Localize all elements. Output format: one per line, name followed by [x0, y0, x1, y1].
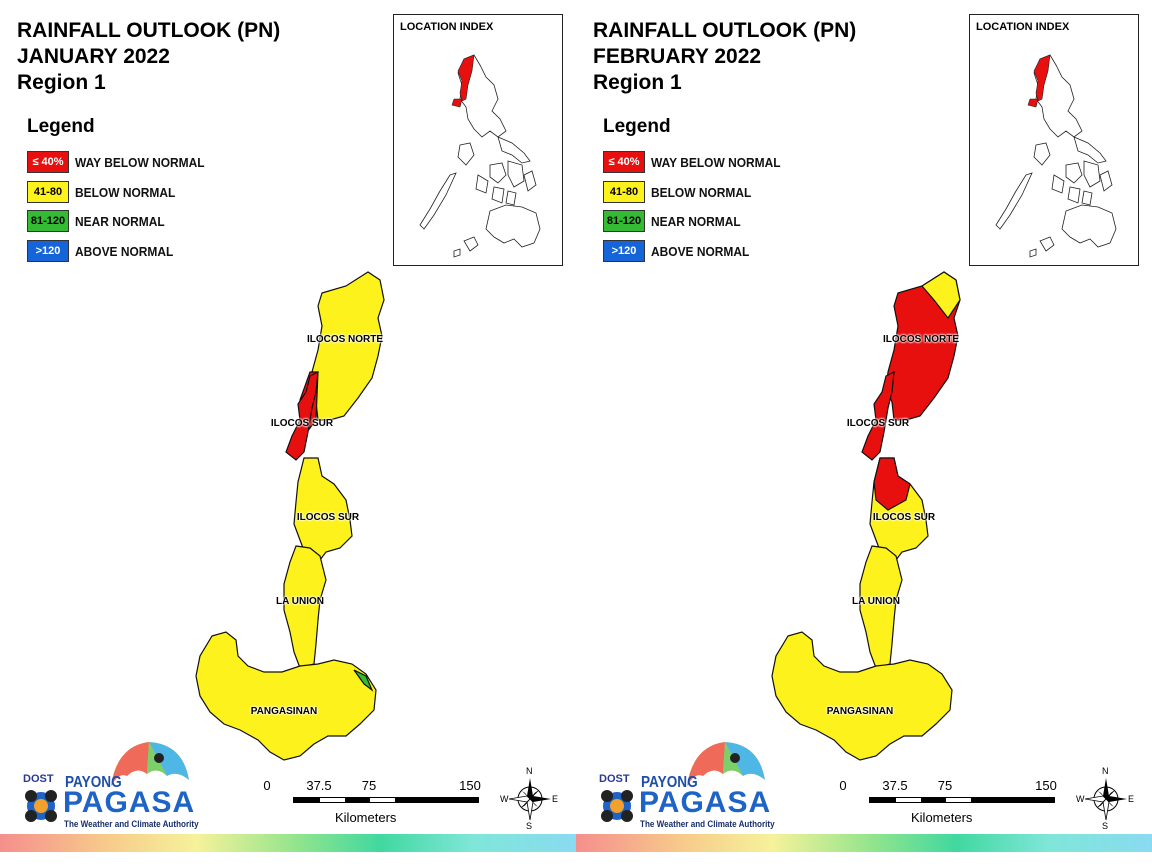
legend-swatch: >120 [27, 240, 69, 262]
legend-swatch: 41-80 [603, 181, 645, 203]
philippines-inset-map [419, 54, 541, 258]
panel-february: RAINFALL OUTLOOK (PN) FEBRUARY 2022 Regi… [576, 0, 1152, 864]
location-index-inset: LOCATION INDEX [969, 14, 1139, 266]
scale-tick: 75 [361, 778, 377, 793]
legend-label: BELOW NORMAL [651, 185, 752, 200]
province-ilocos-sur-north [285, 370, 319, 461]
logo-payong: PAYONG [641, 774, 698, 791]
legend-label: WAY BELOW NORMAL [651, 155, 781, 170]
scale-bar-graphic [293, 797, 479, 803]
legend-label: WAY BELOW NORMAL [75, 155, 205, 170]
scale-tick: 150 [1035, 778, 1057, 793]
compass-s: S [526, 821, 533, 831]
location-index-title: LOCATION INDEX [976, 21, 1070, 33]
north-arrow: N S E W [500, 766, 560, 832]
logo-pagasa: PAGASA [63, 786, 196, 819]
logo-tagline: The Weather and Climate Authority [640, 819, 775, 829]
compass-n: N [1102, 766, 1109, 776]
legend-swatch: ≤ 40% [27, 151, 69, 173]
province-label: ILOCOS SUR [296, 512, 360, 523]
bottom-gradient-strip [0, 834, 576, 852]
compass-e: E [552, 794, 559, 804]
legend-title: Legend [27, 116, 95, 137]
legend-swatch: 41-80 [27, 181, 69, 203]
umbrella-logo-icon [25, 742, 189, 822]
compass-s: S [1102, 821, 1109, 831]
map-title: RAINFALL OUTLOOK (PN) FEBRUARY 2022 Regi… [593, 18, 856, 96]
scale-tick: 150 [459, 778, 481, 793]
area-below-normal [921, 271, 961, 320]
legend-label: NEAR NORMAL [651, 214, 741, 229]
region1-province-map [195, 271, 385, 761]
legend-label: ABOVE NORMAL [651, 244, 750, 259]
logo-tagline: The Weather and Climate Authority [64, 819, 199, 829]
province-label: LA UNION [276, 596, 324, 607]
legend-label: BELOW NORMAL [75, 185, 176, 200]
legend-title: Legend [603, 116, 671, 137]
province-label: ILOCOS SUR [846, 418, 910, 429]
scale-tick: 0 [263, 778, 271, 793]
payong-pagasa-logo: DOST PAYONG PAGASA The Weather and Clima… [17, 740, 199, 832]
compass-w: W [1076, 794, 1085, 804]
panel-january: RAINFALL OUTLOOK (PN) JANUARY 2022 Regio… [0, 14, 576, 852]
province-pangasinan [771, 631, 953, 761]
bottom-gradient-strip [576, 834, 1152, 852]
legend-label: ABOVE NORMAL [75, 244, 174, 259]
umbrella-logo-icon [601, 742, 765, 822]
compass-e: E [1128, 794, 1135, 804]
region1-province-map [771, 271, 961, 761]
scale-tick: 37.5 [306, 778, 332, 793]
province-label: LA UNION [852, 596, 900, 607]
legend-swatch: ≤ 40% [603, 151, 645, 173]
legend-swatch: 81-120 [27, 210, 69, 232]
logo-payong: PAYONG [65, 774, 122, 791]
scale-unit: Kilometers [911, 810, 973, 825]
scale-bar: 0 37.5 75 150 Kilometers [839, 778, 1061, 828]
legend-label: NEAR NORMAL [75, 214, 165, 229]
province-label: ILOCOS SUR [270, 418, 334, 429]
title-line-3: Region 1 [17, 71, 106, 94]
province-la-union [283, 545, 327, 669]
map-title: RAINFALL OUTLOOK (PN) JANUARY 2022 Regio… [17, 18, 280, 96]
compass-w: W [500, 794, 509, 804]
province-label: ILOCOS SUR [872, 512, 936, 523]
title-line-1: RAINFALL OUTLOOK (PN) [593, 19, 857, 42]
province-ilocos-norte [309, 271, 385, 421]
compass-rose-icon [508, 778, 551, 821]
title-line-3: Region 1 [593, 71, 682, 94]
scale-tick: 0 [839, 778, 847, 793]
area-near-normal [353, 669, 374, 692]
province-la-union [859, 545, 903, 669]
title-line-2: FEBRUARY 2022 [593, 45, 762, 68]
province-label: ILOCOS NORTE [306, 334, 384, 345]
title-line-1: RAINFALL OUTLOOK (PN) [17, 19, 281, 42]
philippines-inset-map [995, 54, 1117, 258]
scale-bar: 0 37.5 75 150 Kilometers [263, 778, 485, 828]
north-arrow: N S E W [1076, 766, 1136, 832]
province-label: PANGASINAN [250, 706, 318, 717]
province-label: ILOCOS NORTE [882, 334, 960, 345]
logo-dost: DOST [599, 773, 630, 785]
compass-n: N [526, 766, 533, 776]
province-pangasinan [195, 631, 377, 761]
legend-swatch: 81-120 [603, 210, 645, 232]
scale-bar-graphic [869, 797, 1055, 803]
inset-region1-highlight [457, 54, 475, 102]
payong-pagasa-logo: DOST PAYONG PAGASA The Weather and Clima… [593, 740, 775, 832]
scale-unit: Kilometers [335, 810, 397, 825]
area-way-below-normal [873, 457, 911, 511]
province-ilocos-sur [293, 457, 353, 561]
logo-pagasa: PAGASA [639, 786, 772, 819]
location-index-inset: LOCATION INDEX [393, 14, 563, 266]
title-line-2: JANUARY 2022 [17, 45, 170, 68]
province-ilocos-sur-north [861, 370, 895, 461]
scale-tick: 75 [937, 778, 953, 793]
logo-dost: DOST [23, 773, 54, 785]
location-index-title: LOCATION INDEX [400, 21, 494, 33]
legend-swatch: >120 [603, 240, 645, 262]
compass-rose-icon [1084, 778, 1127, 821]
inset-region1-highlight [1033, 54, 1051, 102]
province-label: PANGASINAN [826, 706, 894, 717]
scale-tick: 37.5 [882, 778, 908, 793]
